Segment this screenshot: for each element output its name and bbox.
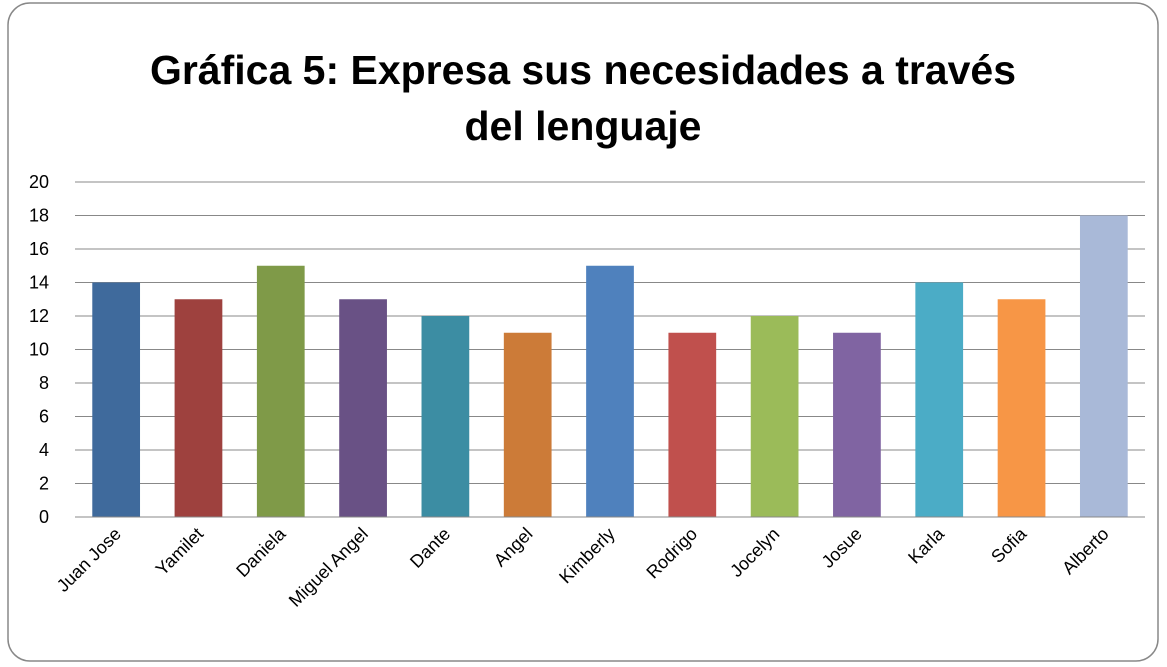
bar: [174, 299, 223, 517]
bar: [668, 332, 717, 517]
bar: [750, 316, 799, 517]
bar: [1079, 215, 1128, 517]
y-tick-label: 2: [39, 474, 49, 494]
bar: [915, 282, 964, 517]
y-tick-label: 18: [29, 206, 49, 226]
y-tick-label: 0: [39, 507, 49, 527]
y-tick-label: 14: [29, 273, 49, 293]
y-tick-label: 10: [29, 340, 49, 360]
y-tick-label: 8: [39, 373, 49, 393]
chart-title: Gráfica 5: Expresa sus necesidades a tra…: [149, 47, 1017, 149]
bar: [339, 299, 387, 517]
y-tick-label: 20: [29, 172, 49, 192]
bar: [92, 282, 141, 517]
y-tick-label: 4: [39, 440, 49, 460]
y-tick-label: 6: [39, 407, 49, 427]
y-tick-label: 16: [29, 239, 49, 259]
y-tick-label: 12: [29, 306, 49, 326]
bar: [503, 332, 552, 517]
bar: [421, 316, 470, 517]
bar: [256, 265, 305, 517]
bar: [586, 265, 634, 517]
bar: [997, 299, 1046, 517]
bar: [833, 332, 881, 517]
